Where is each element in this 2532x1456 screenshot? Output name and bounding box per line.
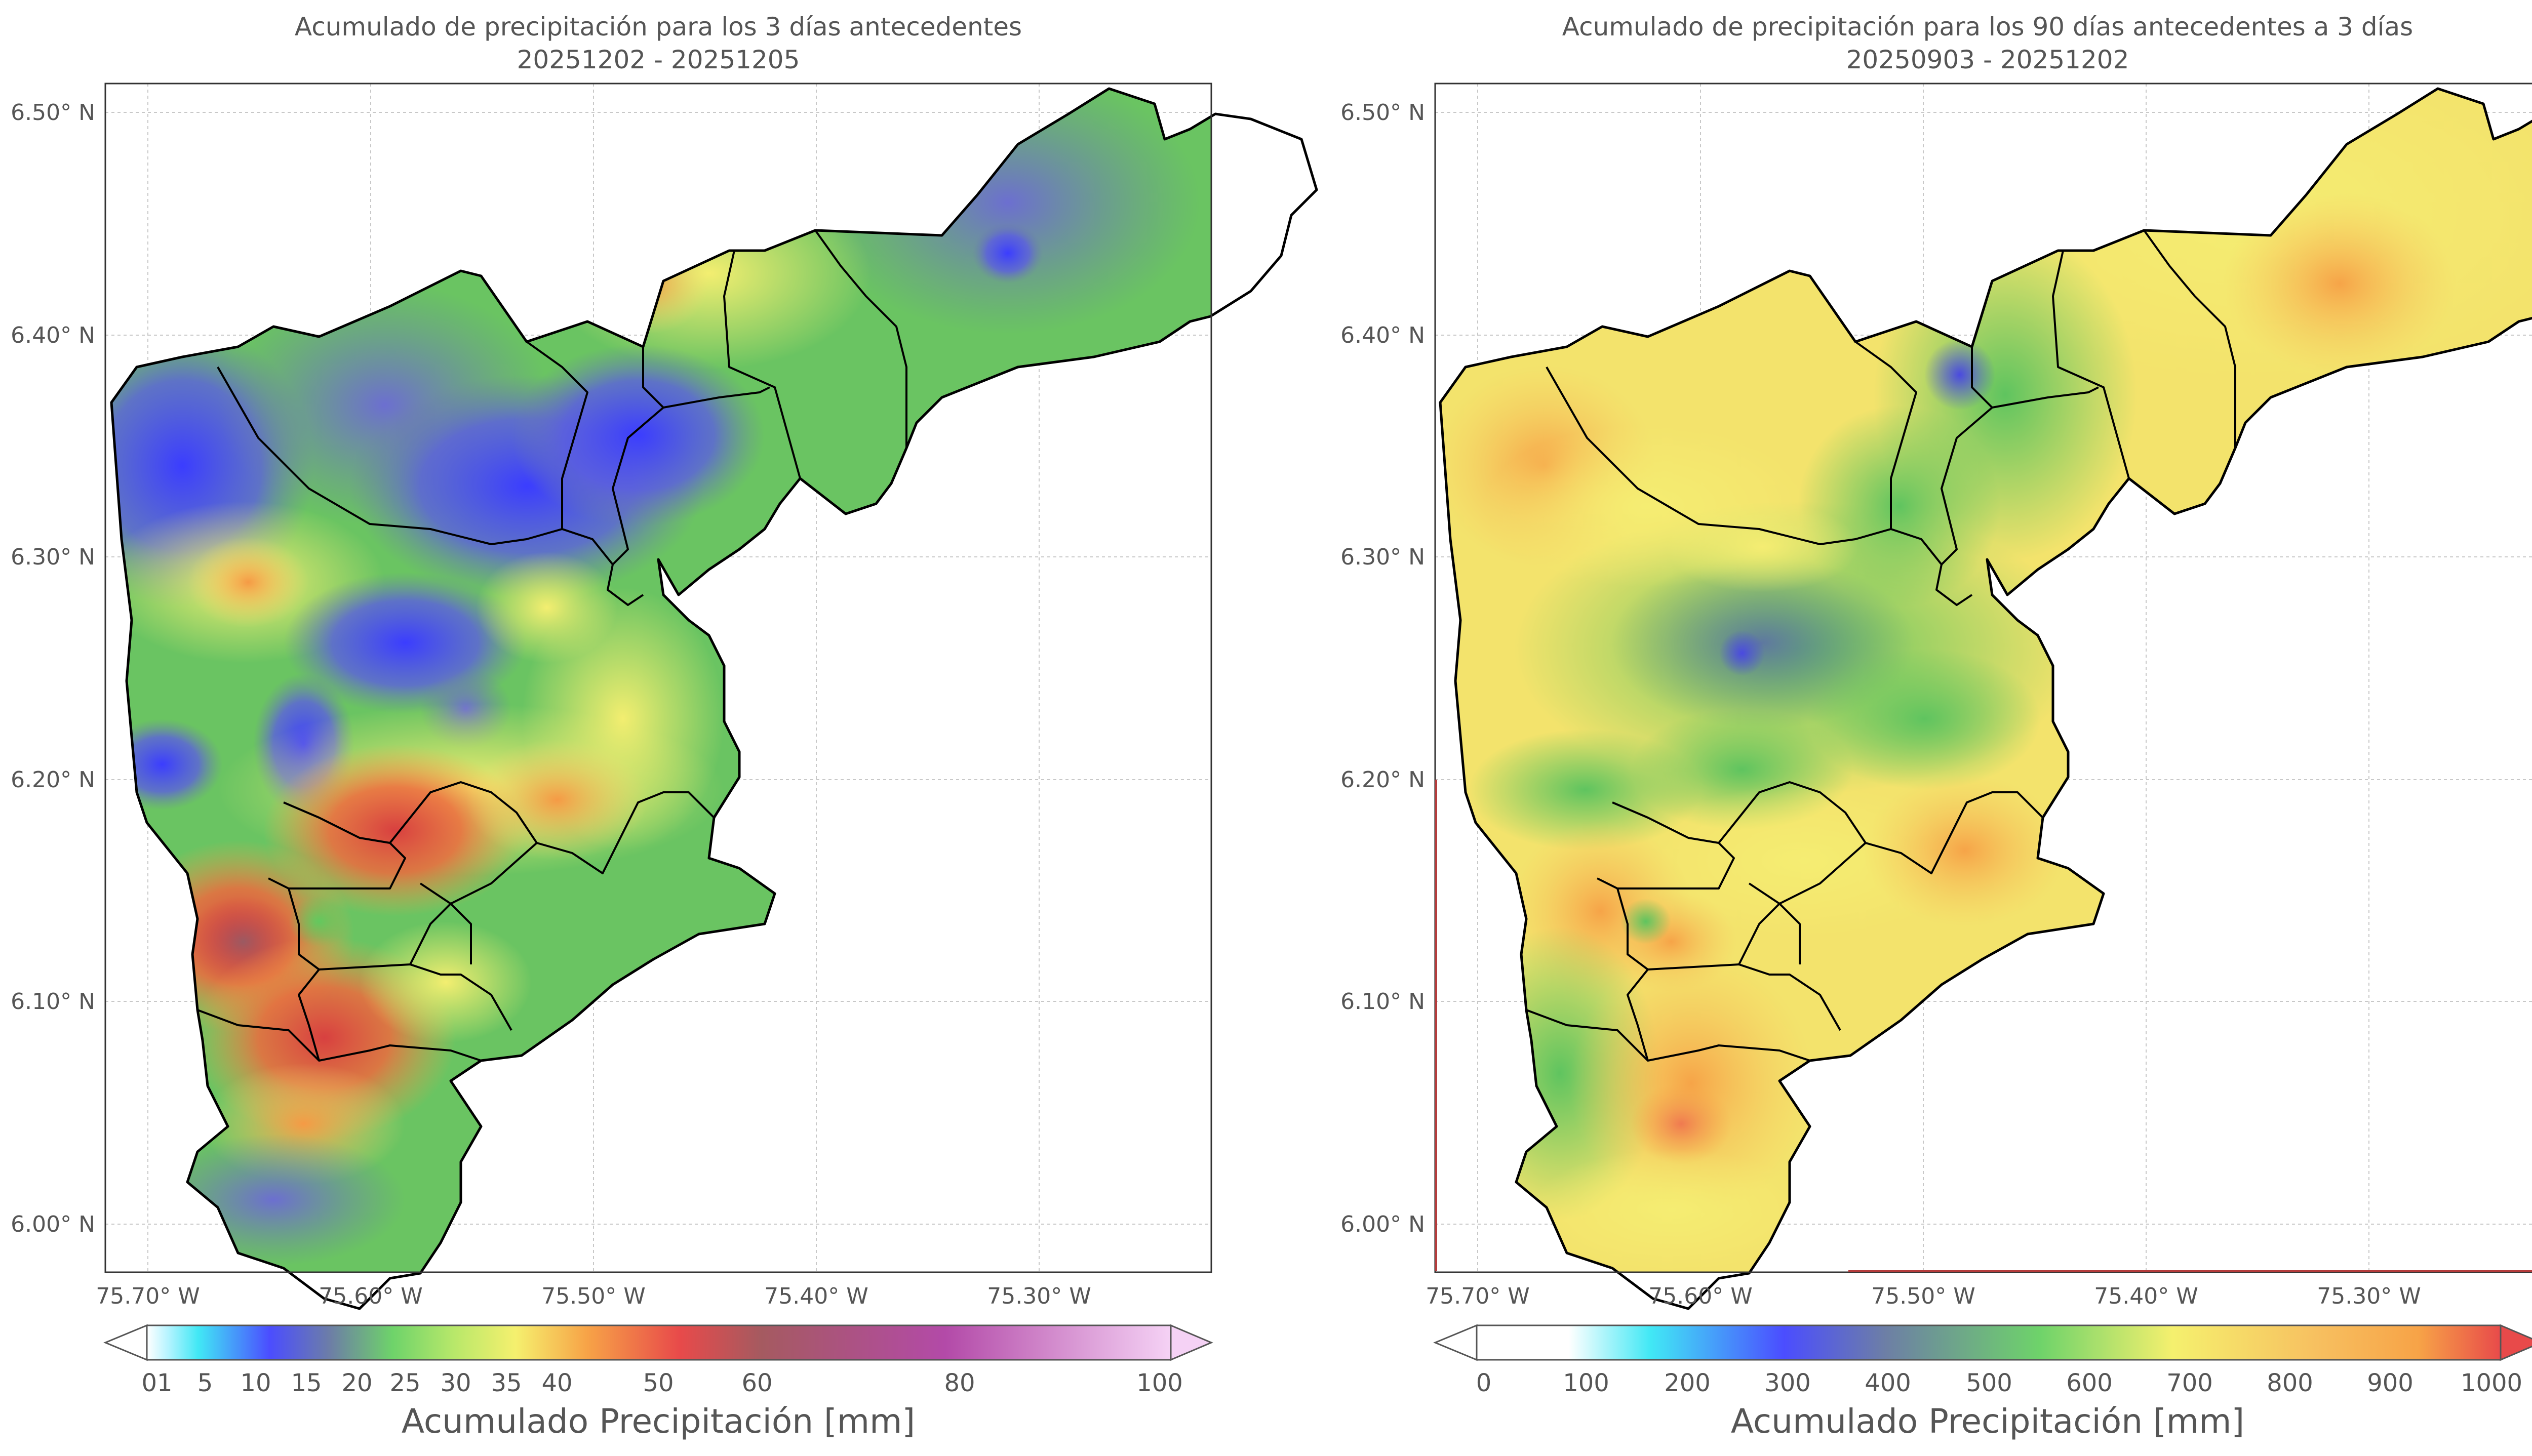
colorbar-tick: 400: [1865, 1369, 1911, 1397]
y-tick: 6.30° N: [11, 544, 95, 570]
x-tick: 75.40° W: [2094, 1283, 2198, 1309]
map-right: Acumulado de precipitación para los 90 d…: [1340, 12, 2532, 1441]
colorbar-tick: 5: [197, 1369, 213, 1397]
colorbar-tick: 20: [341, 1369, 372, 1397]
colorbar-tick: 30: [440, 1369, 471, 1397]
colorbar-tick: 35: [491, 1369, 522, 1397]
colorbar-tick: 40: [541, 1369, 572, 1397]
map-left-colorbar: 01 5 10 15 20 25 30 35 40 50 60 80 100 A…: [103, 1324, 1213, 1441]
map-right-title-line2: 20250903 - 20251202: [1846, 45, 2129, 74]
map-right-subregion-lines: [1526, 229, 2236, 1062]
colorbar-tick: 60: [741, 1369, 772, 1397]
x-tick: 75.40° W: [764, 1283, 868, 1309]
x-tick: 75.70° W: [1426, 1283, 1529, 1309]
map-left-y-axis: 6.50° N 6.40° N 6.30° N 6.20° N 6.10° N …: [11, 100, 95, 1237]
x-tick: 75.30° W: [987, 1283, 1091, 1309]
x-tick: 75.30° W: [2317, 1283, 2421, 1309]
map-left-precip-field: [111, 89, 1211, 1272]
x-tick: 75.60° W: [319, 1283, 422, 1309]
colorbar-tick: 200: [1664, 1369, 1711, 1397]
x-tick: 75.70° W: [96, 1283, 200, 1309]
map-left-frame: [104, 83, 1212, 1273]
colorbar-tick: 25: [389, 1369, 420, 1397]
map-right-precip-field: [1440, 89, 2532, 1272]
map-right-title-line1: Acumulado de precipitación para los 90 d…: [1562, 12, 2413, 42]
colorbar-tick: 15: [291, 1369, 322, 1397]
y-tick: 6.10° N: [11, 989, 95, 1015]
map-right-x-axis: 75.70° W 75.60° W 75.50° W 75.40° W 75.3…: [1426, 1283, 2421, 1309]
y-tick: 6.20° N: [1340, 767, 1425, 793]
map-left-subregion-lines: [197, 229, 907, 1062]
x-tick: 75.50° W: [1871, 1283, 1975, 1309]
colorbar-tick: 700: [2166, 1369, 2213, 1397]
y-tick: 6.50° N: [1340, 100, 1425, 126]
colorbar-tick: 0: [1476, 1369, 1492, 1397]
colorbar-tick: 500: [1966, 1369, 2012, 1397]
y-tick: 6.40° N: [11, 322, 95, 348]
x-tick: 75.50° W: [541, 1283, 645, 1309]
y-tick: 6.00° N: [1340, 1211, 1425, 1237]
colorbar-tick: 80: [944, 1369, 975, 1397]
y-tick: 6.20° N: [11, 767, 95, 793]
colorbar-tick: 50: [643, 1369, 674, 1397]
y-tick: 6.50° N: [11, 100, 95, 126]
colorbar-tick: 900: [2367, 1369, 2414, 1397]
y-tick: 6.30° N: [1340, 544, 1425, 570]
colorbar-tick: 1000: [2461, 1369, 2522, 1397]
colorbar-label: Acumulado Precipitación [mm]: [402, 1402, 915, 1441]
colorbar-tick: 01: [141, 1369, 172, 1397]
map-left-x-axis: 75.70° W 75.60° W 75.50° W 75.40° W 75.3…: [96, 1283, 1091, 1309]
y-tick: 6.40° N: [1340, 322, 1425, 348]
map-left-title-line1: Acumulado de precipitación para los 3 dí…: [295, 12, 1022, 42]
colorbar-tick: 800: [2267, 1369, 2313, 1397]
colorbar-tick: 600: [2066, 1369, 2113, 1397]
map-left: Acumulado de precipitación para los 3 dí…: [11, 12, 1317, 1441]
colorbar-tick: 100: [1136, 1369, 1183, 1397]
map-left-title-line2: 20251202 - 20251205: [517, 45, 800, 74]
y-tick: 6.00° N: [11, 1211, 95, 1237]
map-right-y-axis: 6.50° N 6.40° N 6.30° N 6.20° N 6.10° N …: [1340, 100, 1425, 1237]
colorbar-label: Acumulado Precipitación [mm]: [1731, 1402, 2244, 1441]
colorbar-tick: 100: [1563, 1369, 1609, 1397]
map-right-colorbar: 0 100 200 300 400 500 600 700 800 900 10…: [1433, 1324, 2532, 1441]
y-tick: 6.10° N: [1340, 989, 1425, 1015]
colorbar-tick: 300: [1764, 1369, 1811, 1397]
colorbar-tick: 10: [240, 1369, 271, 1397]
x-tick: 75.60° W: [1648, 1283, 1752, 1309]
